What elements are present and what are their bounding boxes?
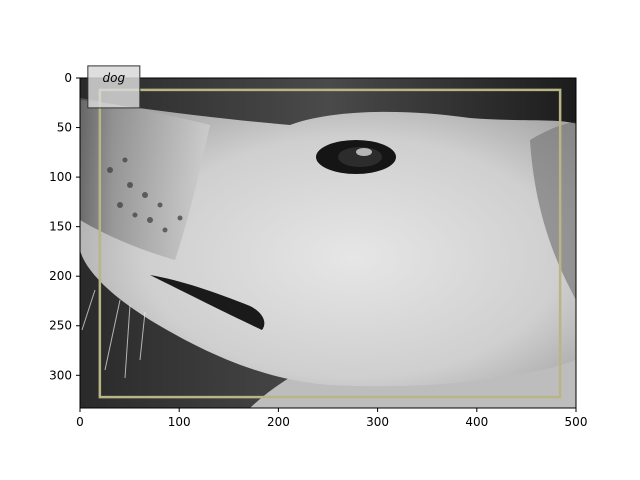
y-tick-label: 50	[57, 121, 72, 135]
dog-photo	[80, 78, 576, 408]
y-axis-ticks: 0 50 100 150 200 250 300	[49, 71, 80, 382]
y-tick-label: 300	[49, 368, 72, 382]
y-tick-label: 250	[49, 319, 72, 333]
y-tick-label: 0	[64, 71, 72, 85]
label-box	[87, 65, 141, 109]
y-tick-label: 150	[49, 220, 72, 234]
x-tick-label: 400	[465, 415, 488, 429]
x-tick-label: 0	[76, 415, 84, 429]
x-tick-label: 200	[267, 415, 290, 429]
x-tick-label: 500	[565, 415, 588, 429]
bounding-box	[98, 88, 562, 399]
detection-label: dog	[103, 71, 126, 85]
detection-overlays: dog	[87, 65, 562, 399]
x-axis-ticks: 0 100 200 300 400 500	[76, 408, 587, 429]
y-tick-label: 200	[49, 269, 72, 283]
x-tick-label: 100	[168, 415, 191, 429]
x-tick-label: 300	[366, 415, 389, 429]
axes-frame	[79, 77, 577, 409]
y-tick-label: 100	[49, 170, 72, 184]
